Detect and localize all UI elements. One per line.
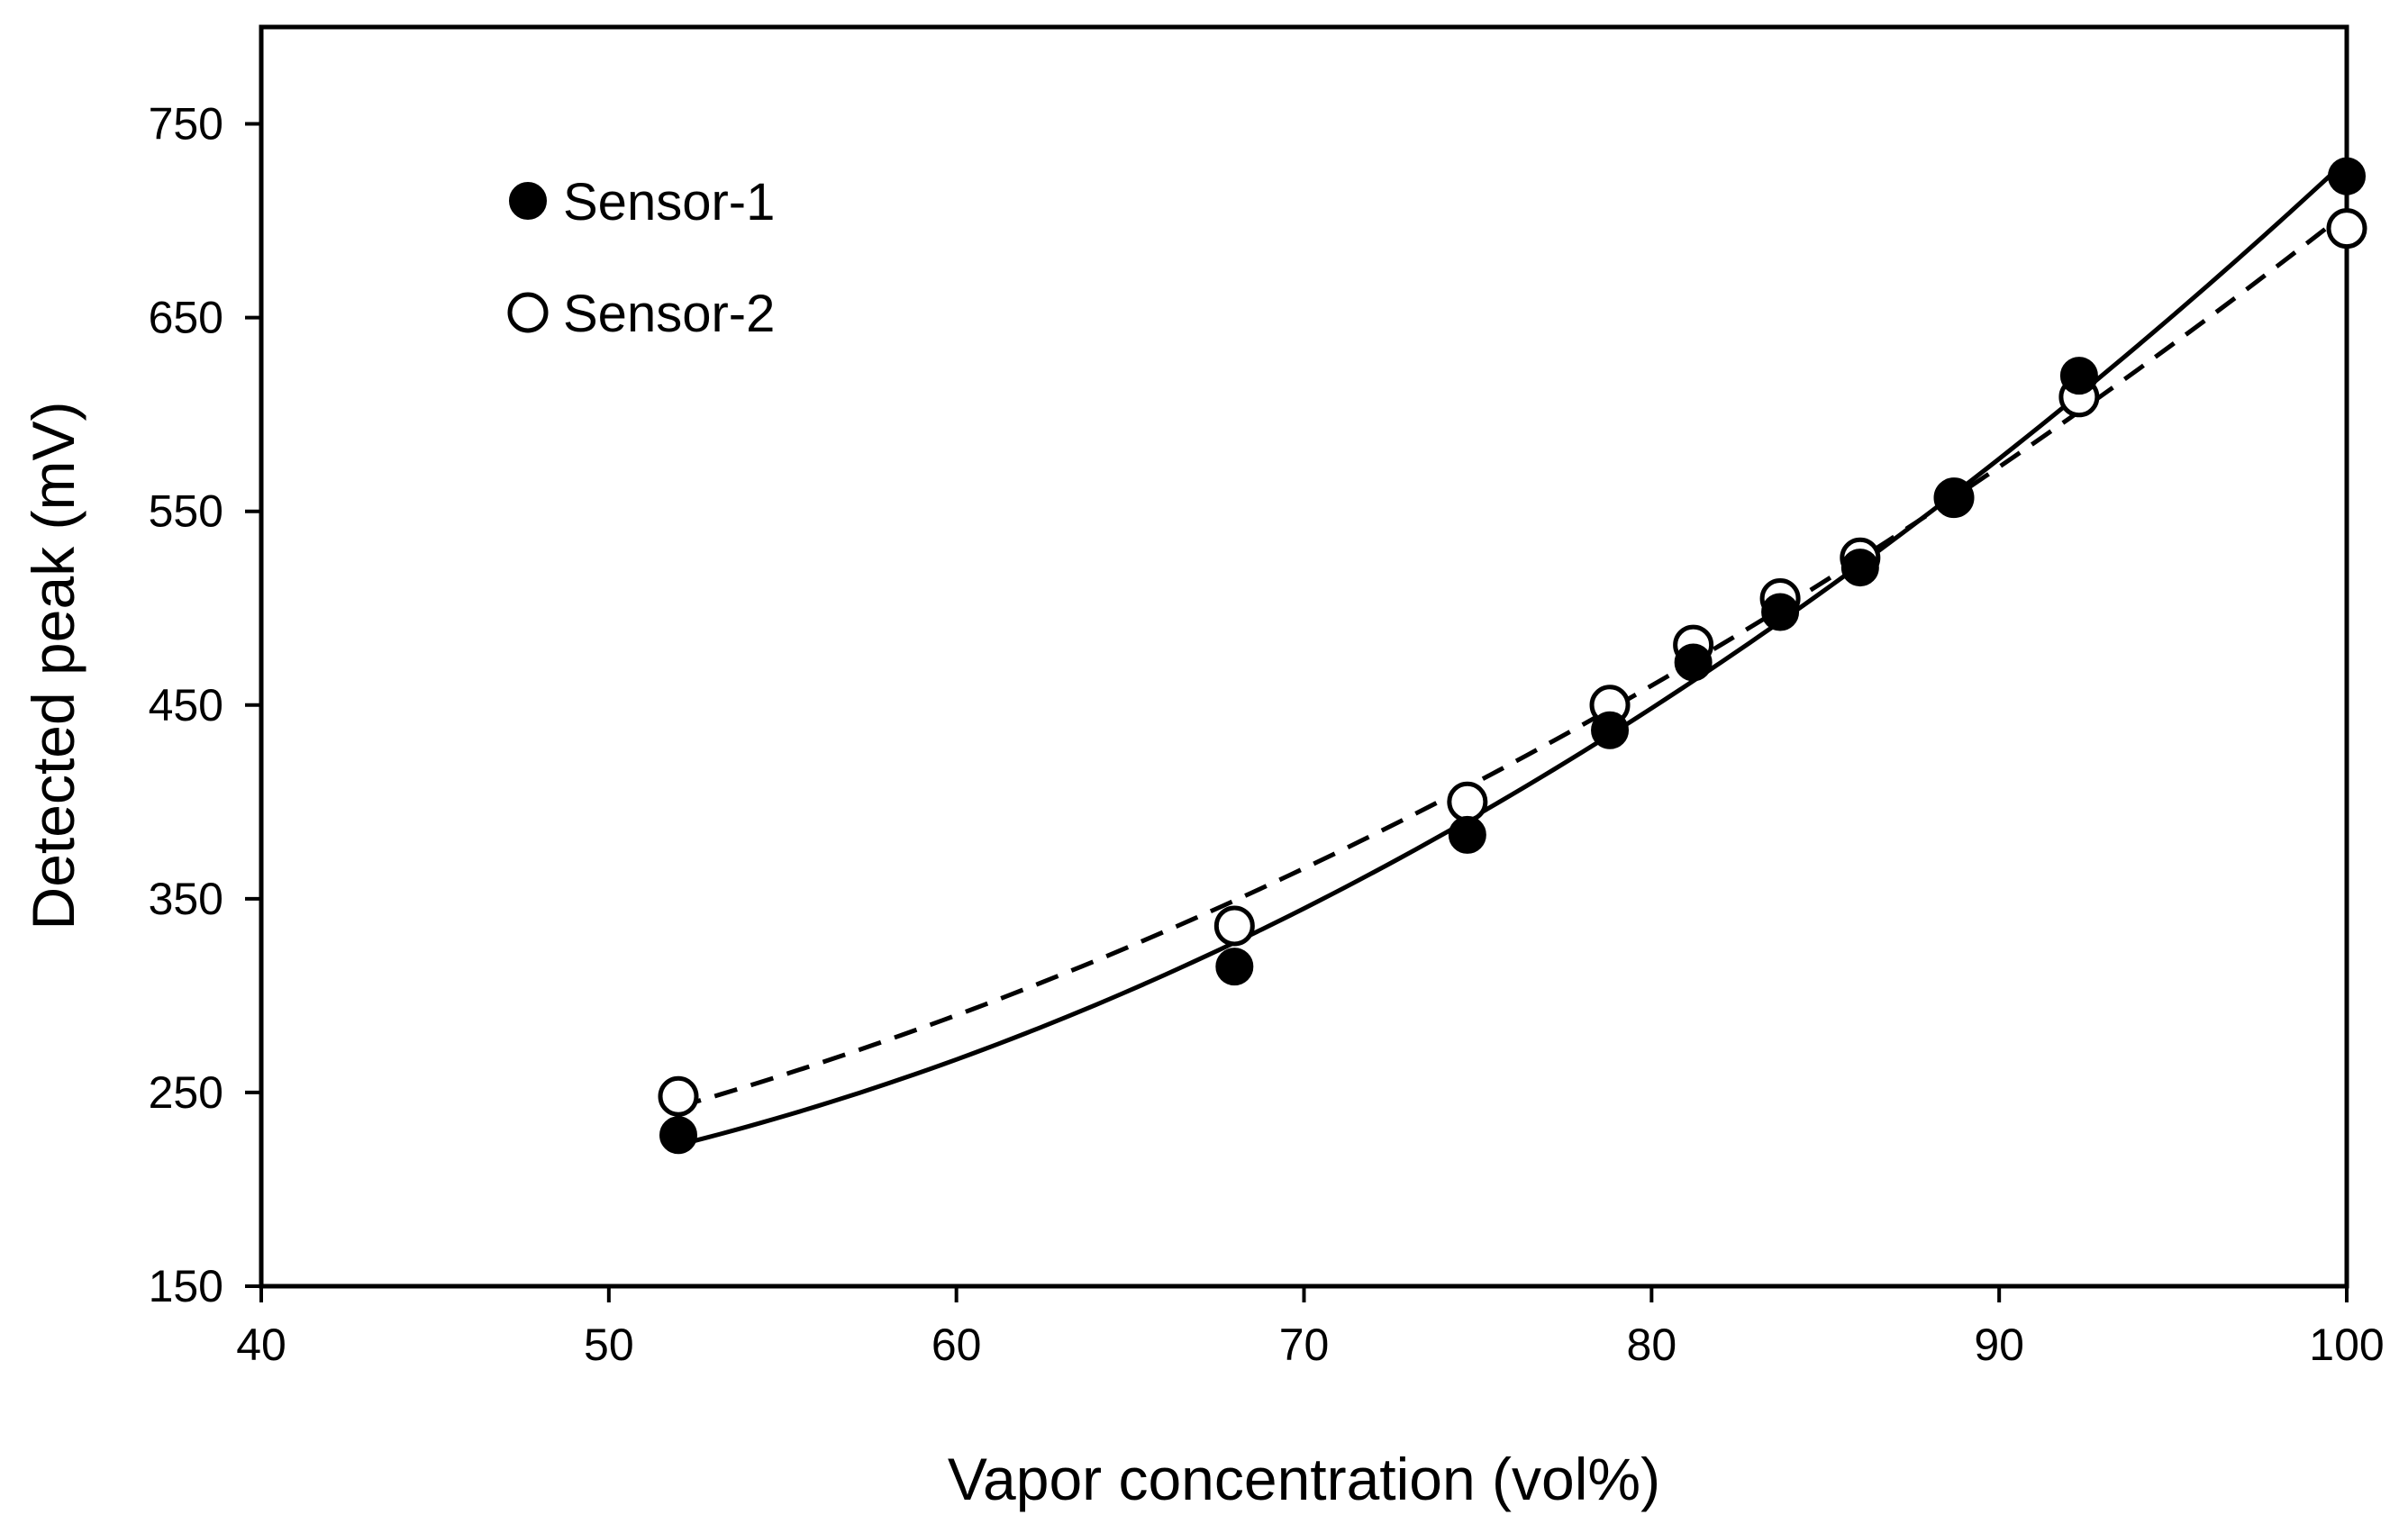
x-axis-title: Vapor concentration (vol%) — [948, 1446, 1660, 1512]
y-tick-label: 750 — [149, 99, 223, 150]
data-points — [658, 157, 2367, 1155]
data-point-series-1 — [1448, 815, 1486, 854]
data-point-series-2 — [2326, 208, 2367, 249]
legend-label-sensor-1: Sensor-1 — [563, 173, 775, 231]
data-point-series-2 — [1447, 781, 1488, 822]
y-tick-label: 350 — [149, 874, 223, 924]
y-axis-title: Detected peak (mV) — [20, 402, 86, 930]
x-tick-label: 60 — [931, 1320, 982, 1370]
x-tick-label: 80 — [1627, 1320, 1677, 1370]
data-point-series-2 — [658, 1075, 699, 1117]
data-point-series-1 — [659, 1116, 697, 1155]
data-point-series-1 — [1935, 478, 1974, 517]
y-tick-label: 150 — [149, 1261, 223, 1311]
data-point-series-1 — [1674, 643, 1713, 682]
data-point-series-1 — [1215, 948, 1254, 986]
y-axis: 150 250 350 450 550 650 750 — [149, 99, 261, 1311]
data-point-series-2 — [1213, 905, 1255, 947]
y-tick-label: 550 — [149, 486, 223, 537]
x-tick-label: 70 — [1279, 1320, 1330, 1370]
data-point-series-1 — [1761, 593, 1800, 631]
x-tick-label: 40 — [236, 1320, 286, 1370]
x-tick-label: 50 — [584, 1320, 634, 1370]
data-point-series-1 — [2059, 357, 2098, 395]
x-axis: 40 50 60 70 80 90 100 — [236, 1286, 2385, 1370]
y-tick-label: 250 — [149, 1067, 223, 1118]
legend: Sensor-1 Sensor-2 — [507, 173, 775, 343]
x-tick-label: 100 — [2309, 1320, 2384, 1370]
y-tick-label: 650 — [149, 293, 223, 343]
data-point-series-1 — [1840, 549, 1879, 587]
fit-line-series-2 — [677, 210, 2349, 1110]
data-point-series-1 — [2328, 157, 2366, 195]
x-tick-label: 90 — [1974, 1320, 2024, 1370]
legend-marker-sensor-2 — [507, 292, 549, 333]
y-tick-label: 450 — [149, 680, 223, 730]
legend-label-sensor-2: Sensor-2 — [563, 285, 775, 343]
legend-marker-sensor-1 — [509, 182, 547, 220]
data-point-series-1 — [1591, 711, 1630, 749]
